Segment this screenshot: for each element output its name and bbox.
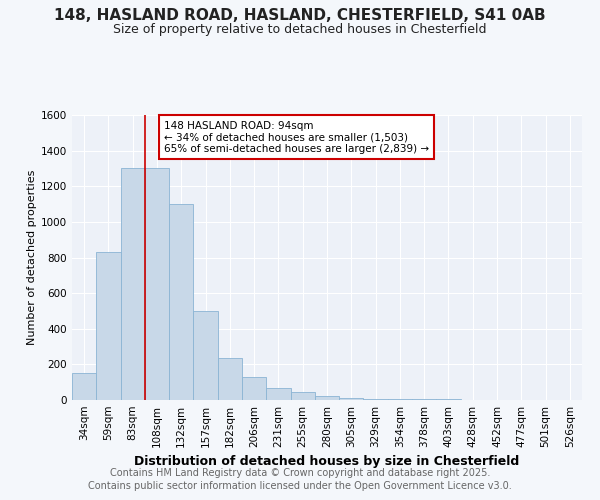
Text: Contains public sector information licensed under the Open Government Licence v3: Contains public sector information licen… [88, 481, 512, 491]
Bar [290, 392, 315, 400]
Bar [315, 396, 339, 400]
Bar [242, 377, 266, 400]
Text: Contains HM Land Registry data © Crown copyright and database right 2025.: Contains HM Land Registry data © Crown c… [110, 468, 490, 477]
Bar [388, 399, 412, 400]
Y-axis label: Number of detached properties: Number of detached properties [27, 170, 37, 345]
Text: 148 HASLAND ROAD: 94sqm
← 34% of detached houses are smaller (1,503)
65% of semi: 148 HASLAND ROAD: 94sqm ← 34% of detache… [164, 120, 429, 154]
Text: Size of property relative to detached houses in Chesterfield: Size of property relative to detached ho… [113, 22, 487, 36]
Bar [364, 398, 388, 400]
Bar [218, 358, 242, 400]
Bar [121, 168, 145, 400]
Bar [72, 374, 96, 400]
X-axis label: Distribution of detached houses by size in Chesterfield: Distribution of detached houses by size … [134, 456, 520, 468]
Bar [339, 398, 364, 400]
Bar [266, 388, 290, 400]
Bar [145, 168, 169, 400]
Text: 148, HASLAND ROAD, HASLAND, CHESTERFIELD, S41 0AB: 148, HASLAND ROAD, HASLAND, CHESTERFIELD… [54, 8, 546, 22]
Bar [96, 252, 121, 400]
Bar [193, 311, 218, 400]
Bar [169, 204, 193, 400]
